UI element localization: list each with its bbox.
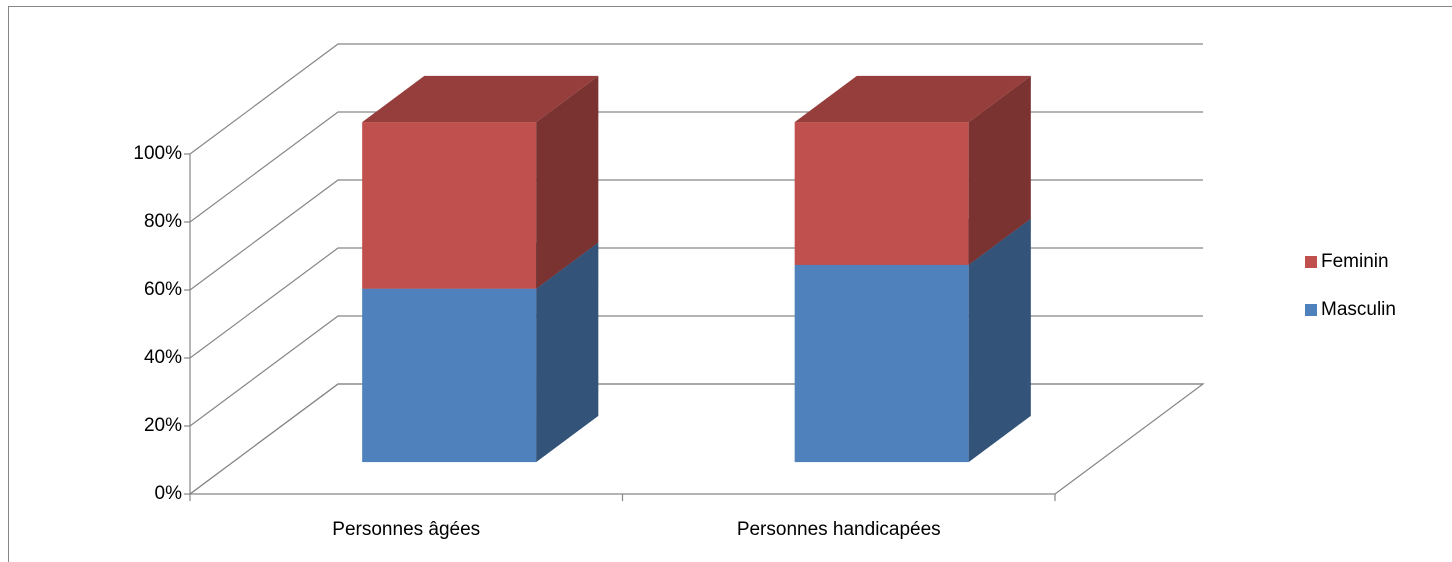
y-tick-label: 80% — [144, 211, 182, 232]
bar-side — [536, 75, 599, 289]
x-tick-label: Personnes handicapées — [737, 519, 941, 540]
bar-side — [968, 75, 1031, 265]
legend-label: Feminin — [1321, 251, 1389, 272]
y-tick-label: 20% — [144, 415, 182, 436]
legend-label: Masculin — [1321, 299, 1396, 320]
bar-front — [794, 264, 969, 463]
bar-top — [794, 75, 1031, 123]
legend-swatch — [1305, 304, 1317, 316]
bar-front — [362, 122, 537, 289]
bar-side — [536, 242, 599, 463]
bar-front — [794, 122, 969, 265]
chart-border — [8, 6, 1452, 562]
y-tick-label: 100% — [133, 143, 182, 164]
bar-top — [362, 75, 599, 123]
y-tick-label: 0% — [155, 483, 183, 504]
grid-line — [189, 43, 1203, 155]
bar-side — [968, 218, 1031, 463]
legend-swatch — [1305, 256, 1317, 268]
x-tick-label: Personnes âgées — [332, 519, 480, 540]
y-tick-label: 60% — [144, 279, 182, 300]
bar-front — [362, 288, 537, 463]
y-tick-label: 40% — [144, 347, 182, 368]
